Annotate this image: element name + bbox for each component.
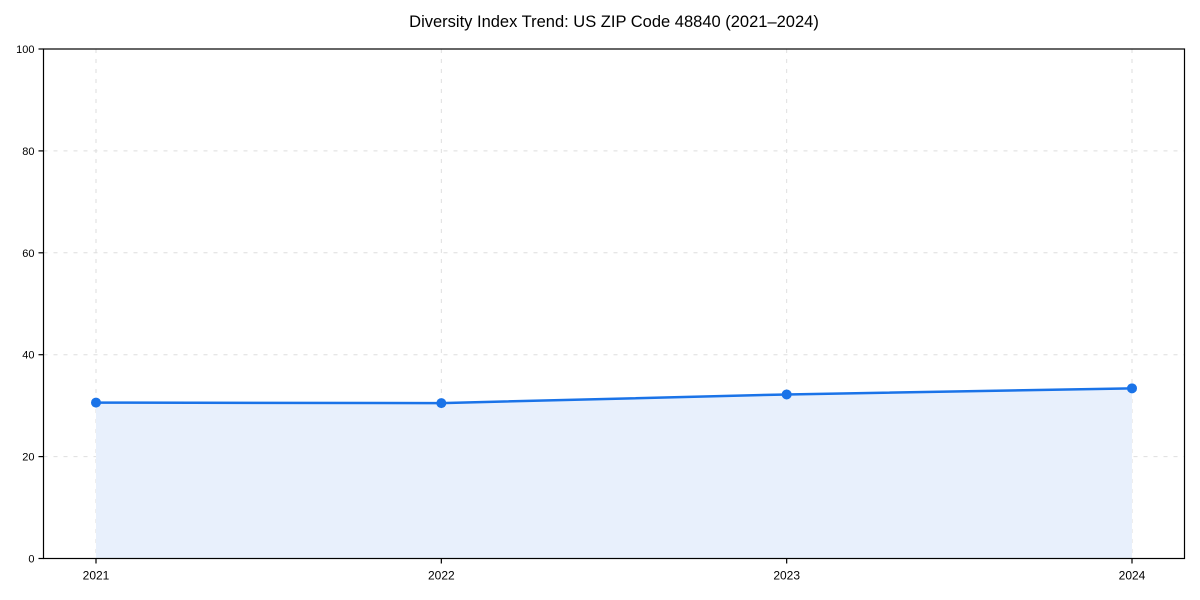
data-point bbox=[1127, 383, 1137, 394]
y-tick-label: 40 bbox=[22, 350, 34, 362]
y-tick-label: 20 bbox=[22, 452, 34, 464]
chart-title: Diversity Index Trend: US ZIP Code 48840… bbox=[409, 13, 819, 31]
x-tick-label: 2022 bbox=[428, 569, 455, 583]
trend-line bbox=[94, 387, 1134, 405]
y-tick-label: 60 bbox=[22, 248, 34, 260]
area-fill bbox=[96, 388, 1132, 559]
y-tick-label: 0 bbox=[28, 554, 34, 566]
data-point bbox=[436, 398, 447, 409]
x-tick-label: 2023 bbox=[773, 569, 800, 583]
y-tick-label: 80 bbox=[22, 146, 34, 158]
x-tick-label: 2021 bbox=[83, 569, 110, 583]
data-point bbox=[781, 389, 792, 400]
data-point bbox=[91, 397, 101, 408]
plot-border bbox=[42, 48, 1186, 560]
x-tick-label: 2024 bbox=[1119, 569, 1146, 583]
y-tick-label: 100 bbox=[16, 44, 34, 56]
